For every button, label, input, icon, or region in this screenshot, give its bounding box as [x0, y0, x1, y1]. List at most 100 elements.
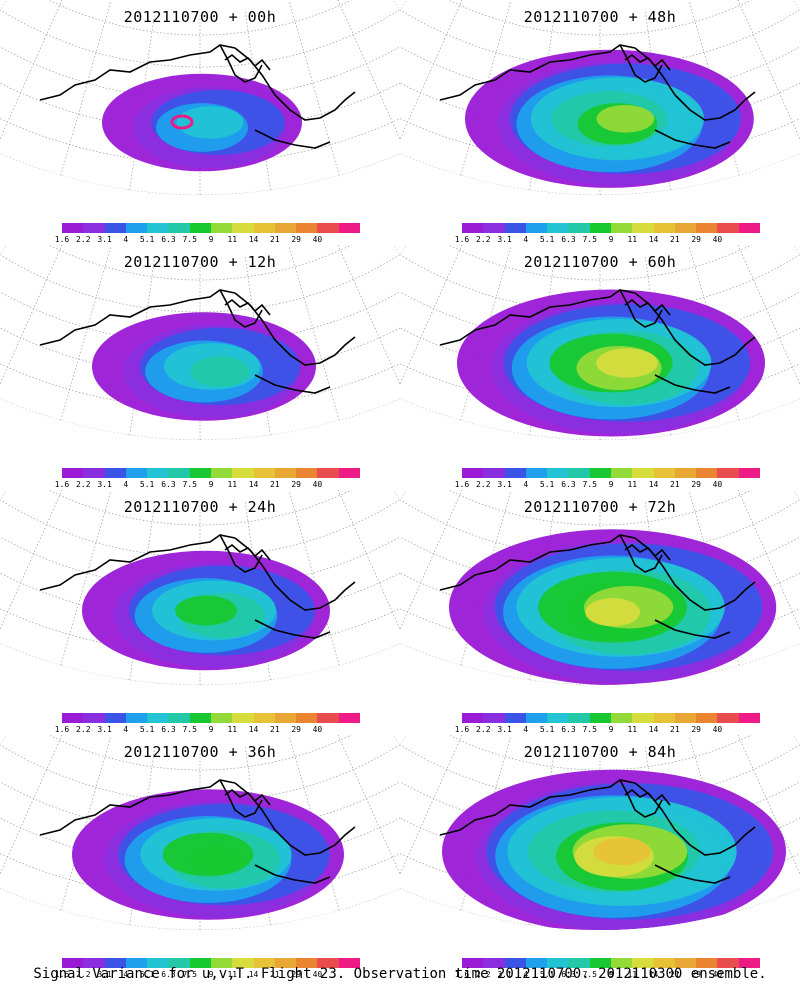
colorbar-tick-label: 7.5 — [582, 725, 597, 734]
colorbar-swatch — [674, 713, 697, 723]
colorbar-tick-label: 6.3 — [561, 480, 576, 489]
panel-title: 2012110700 + 12h — [123, 253, 277, 271]
colorbar-swatch — [274, 468, 297, 478]
colorbar-swatch — [147, 468, 169, 478]
colorbar-swatch — [62, 468, 84, 478]
colorbar-tick-label: 11 — [627, 725, 638, 734]
colorbar-tick-label: 2.2 — [76, 725, 91, 734]
colorbar-swatch — [189, 223, 211, 233]
colorbar-swatch — [696, 713, 718, 723]
panel-title: 2012110700 + 60h — [523, 253, 677, 271]
colorbar-tick-label: 9 — [608, 725, 614, 734]
colorbar-swatch — [296, 713, 318, 723]
colorbar-tick-label: 14 — [248, 235, 259, 244]
colorbar-swatch — [462, 468, 484, 478]
colorbar-tick-label: 5.1 — [139, 725, 155, 734]
coastline — [39, 289, 356, 394]
colorbar-swatch — [525, 958, 548, 968]
colorbar-tick-label: 5.1 — [139, 235, 155, 244]
colorbar — [62, 468, 360, 478]
coastline — [39, 44, 356, 149]
colorbar-swatch — [568, 958, 590, 968]
colorbar-tick-label: 11 — [227, 480, 238, 489]
colorbar-swatch — [232, 713, 254, 723]
colorbar-tick-label: 4 — [123, 970, 129, 979]
colorbar-swatch — [83, 223, 105, 233]
colorbar-swatch — [83, 958, 105, 968]
colorbar-tick-label: 9 — [208, 480, 214, 489]
colorbar-tick-label: 3.1 — [497, 480, 512, 489]
colorbar-swatch — [210, 223, 233, 233]
colorbar-swatch — [632, 958, 654, 968]
colorbar-swatch — [210, 958, 233, 968]
colorbar-tick-label: 7.5 — [182, 970, 197, 979]
colorbar-swatch — [125, 713, 148, 723]
colorbar-swatch — [525, 223, 548, 233]
colorbar-tick-label: 14 — [248, 725, 259, 734]
colorbar-tick-label: 3.1 — [97, 235, 112, 244]
map-panel: 2012110700 + 36h 1.6 2.2 3.1 4 5.1 6.3 7.5 9 11 14… — [0, 735, 400, 980]
variance-field — [457, 289, 765, 437]
colorbar-tick-label: 1.6 — [454, 970, 470, 979]
colorbar-swatch — [168, 468, 190, 478]
colorbar-tick-label: 11 — [627, 970, 638, 979]
map-panel: 2012110700 + 84h 1.6 2.2 3.1 4 5.1 6.3 7.5 9 11 14… — [400, 735, 800, 980]
colorbar-swatch — [483, 958, 505, 968]
colorbar-swatch — [696, 223, 718, 233]
colorbar-tick-label: 11 — [627, 480, 638, 489]
colorbar-swatch — [483, 713, 505, 723]
colorbar-tick-label: 7.5 — [182, 725, 197, 734]
colorbar-tick-label: 3.1 — [97, 970, 112, 979]
colorbar-tick-label: 29 — [691, 725, 701, 734]
colorbar-swatch — [274, 713, 297, 723]
colorbar-tick-label: 3.1 — [97, 725, 112, 734]
colorbar-tick-label: 4 — [123, 235, 129, 244]
colorbar-swatch — [610, 468, 633, 478]
colorbar-swatch — [610, 713, 633, 723]
colorbar-swatch — [547, 713, 569, 723]
colorbar-tick-label: 2.2 — [476, 725, 491, 734]
colorbar-swatch — [632, 468, 654, 478]
colorbar-tick-label: 5.1 — [539, 480, 555, 489]
colorbar-tick-label: 1.6 — [54, 480, 70, 489]
colorbar-swatch — [317, 468, 339, 478]
colorbar-tick-label: 6.3 — [561, 970, 576, 979]
coastline — [39, 534, 356, 639]
colorbar-swatch — [62, 713, 84, 723]
colorbar-tick-label: 3.1 — [497, 970, 512, 979]
colorbar-swatch — [104, 958, 126, 968]
colorbar-swatch — [568, 713, 590, 723]
variance-field — [82, 550, 330, 671]
colorbar-swatch — [632, 223, 654, 233]
panel-title: 2012110700 + 48h — [523, 8, 677, 26]
colorbar-tick-label: 21 — [670, 725, 680, 734]
colorbar-swatch — [189, 713, 211, 723]
colorbar-swatch — [253, 468, 275, 478]
colorbar-tick-label: 11 — [627, 235, 638, 244]
colorbar-tick-label: 5.1 — [139, 970, 155, 979]
colorbar-tick-label: 40 — [312, 725, 323, 734]
colorbar-swatch — [483, 223, 505, 233]
colorbar-tick-label: 1.6 — [54, 970, 70, 979]
colorbar-tick-label: 2.2 — [476, 235, 491, 244]
colorbar-tick-label: 14 — [648, 480, 659, 489]
colorbar-tick-label: 40 — [712, 480, 723, 489]
colorbar-tick-label: 40 — [712, 725, 723, 734]
colorbar-swatch — [83, 713, 105, 723]
colorbar-tick-label: 11 — [227, 725, 238, 734]
colorbar-tick-label: 2.2 — [476, 970, 491, 979]
variance-field — [92, 312, 316, 421]
colorbar-swatch — [717, 223, 739, 233]
colorbar-tick-label: 21 — [270, 480, 280, 489]
colorbar-swatch — [696, 958, 718, 968]
colorbar-tick-label: 5.1 — [539, 235, 555, 244]
colorbar-tick-label: 7.5 — [582, 235, 597, 244]
colorbar-swatch — [462, 713, 484, 723]
colorbar-swatch — [717, 713, 739, 723]
colorbar-swatch — [296, 958, 318, 968]
colorbar-swatch — [62, 223, 84, 233]
colorbar-swatch — [717, 468, 739, 478]
colorbar-tick-label: 21 — [670, 235, 680, 244]
colorbar-swatch — [717, 958, 739, 968]
colorbar-swatch — [338, 223, 360, 233]
